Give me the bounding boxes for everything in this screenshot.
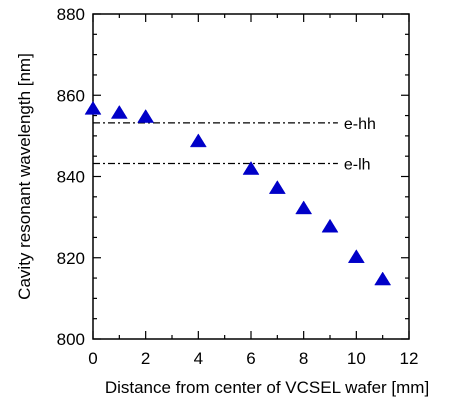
data-point <box>242 161 260 175</box>
y-tick-label: 800 <box>57 330 85 349</box>
y-tick-label: 860 <box>57 86 85 105</box>
tick-labels: 0 2 4 6 8 10 12 800 820 840 860 880 <box>57 5 419 368</box>
data-point <box>347 249 365 263</box>
data-point <box>268 180 286 194</box>
data-point <box>110 104 128 119</box>
data-point <box>295 200 313 215</box>
y-tick-label: 840 <box>57 168 85 187</box>
x-tick-label: 8 <box>299 349 308 368</box>
axis-ticks <box>92 13 410 340</box>
x-tick-label: 2 <box>141 349 150 368</box>
x-tick-label: 12 <box>400 349 419 368</box>
data-point <box>84 100 102 115</box>
plot-frame <box>92 13 410 340</box>
reference-label-e-hh: e-hh <box>344 116 376 133</box>
y-tick-label: 880 <box>57 5 85 24</box>
data-point <box>321 218 339 233</box>
data-point <box>137 109 155 123</box>
data-points <box>84 100 392 286</box>
y-axis-label: Cavity resonant wavelength [nm] <box>15 53 34 300</box>
x-tick-label: 10 <box>347 349 366 368</box>
x-axis-label: Distance from center of VCSEL wafer [mm] <box>105 378 429 397</box>
y-tick-label: 820 <box>57 249 85 268</box>
x-tick-label: 0 <box>88 349 97 368</box>
reference-lines: e-hh e-lh <box>93 116 376 174</box>
x-tick-label: 4 <box>194 349 203 368</box>
data-point <box>189 133 207 148</box>
x-tick-label: 6 <box>246 349 255 368</box>
reference-label-e-lh: e-lh <box>344 157 371 174</box>
data-point <box>374 271 392 286</box>
